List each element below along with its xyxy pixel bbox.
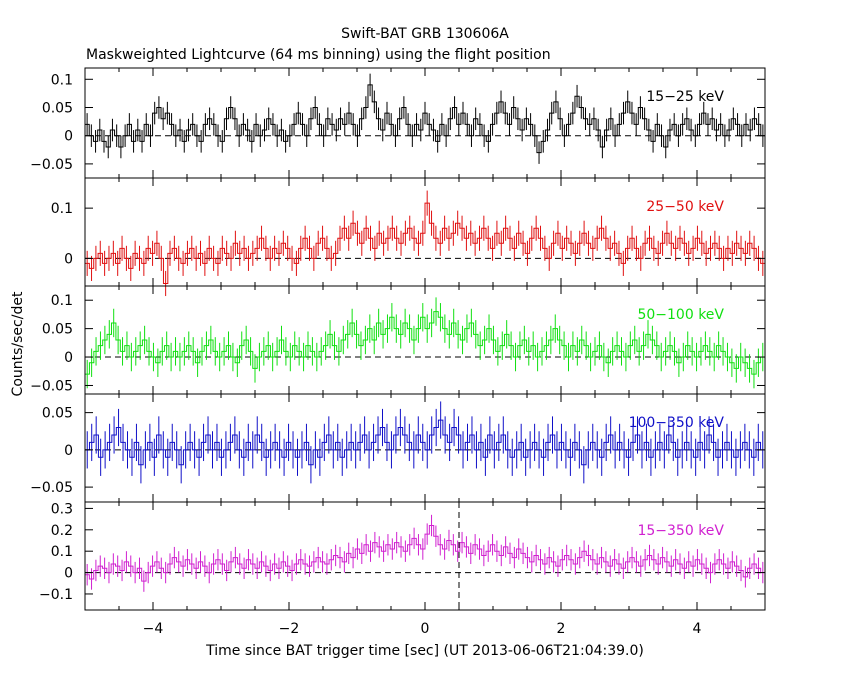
band-label: 25−50 keV [646, 199, 724, 215]
series-line [85, 311, 765, 375]
band-label: 50−100 keV [637, 307, 724, 323]
panel-2: 0 0.1 25−50 keV [51, 177, 766, 297]
y-tick-label: −0.1 [39, 587, 73, 603]
panel-3: −0.05 0 0.05 0.1 50−100 keV [30, 285, 766, 395]
y-tick-label: 0.2 [51, 523, 73, 539]
series-line [85, 525, 765, 582]
x-axis-label: Time since BAT trigger time [sec] (UT 20… [205, 643, 644, 659]
y-tick-label: 0.1 [51, 293, 73, 309]
x-tick-label: −4 [143, 621, 164, 637]
panel-1: −0.05 0 0.05 0.1 15−25 keV [30, 67, 766, 179]
y-tick-label: 0.3 [51, 501, 73, 517]
chart-title: Swift-BAT GRB 130606A [341, 26, 509, 42]
y-tick-label: −0.05 [30, 157, 73, 173]
y-tick-label: 0 [64, 443, 73, 459]
y-tick-label: 0 [64, 566, 73, 582]
y-tick-label: −0.05 [30, 378, 73, 394]
y-tick-label: 0 [64, 251, 73, 267]
y-tick-label: 0.1 [51, 544, 73, 560]
y-tick-label: −0.05 [30, 480, 73, 496]
y-tick-label: 0.05 [42, 406, 73, 422]
x-tick-label: 4 [693, 621, 702, 637]
panel-4: −0.05 0 0.05 100−350 keV [30, 393, 766, 503]
y-tick-label: 0 [64, 129, 73, 145]
panels-group: −0.05 0 0.05 0.1 15−25 keV 0 0.1 25−50 keV −0.05… [30, 67, 766, 637]
series-line [85, 202, 765, 284]
band-label: 15−350 keV [637, 523, 724, 539]
x-tick-label: −2 [279, 621, 300, 637]
band-label: 15−25 keV [646, 89, 724, 105]
y-tick-label: 0.1 [51, 201, 73, 217]
x-tick-label: 0 [421, 621, 430, 637]
chart-subtitle: Maskweighted Lightcurve (64 ms binning) … [86, 47, 551, 63]
series-line [85, 419, 765, 466]
x-tick-labels: −4 −2 0 2 4 [143, 621, 702, 637]
panel-frame [84, 285, 766, 395]
y-tick-label: 0.1 [51, 72, 73, 88]
y-tick-label: 0.05 [42, 322, 73, 338]
panel-5: −0.1 0 0.1 0.2 0.3 15−350 keV [39, 501, 766, 611]
band-label: 100−350 keV [629, 415, 725, 431]
y-tick-label: 0 [64, 350, 73, 366]
y-tick-label: 0.05 [42, 100, 73, 116]
x-tick-label: 2 [557, 621, 566, 637]
y-axis-label: Counts/sec/det [10, 291, 26, 396]
series-line [85, 84, 765, 154]
